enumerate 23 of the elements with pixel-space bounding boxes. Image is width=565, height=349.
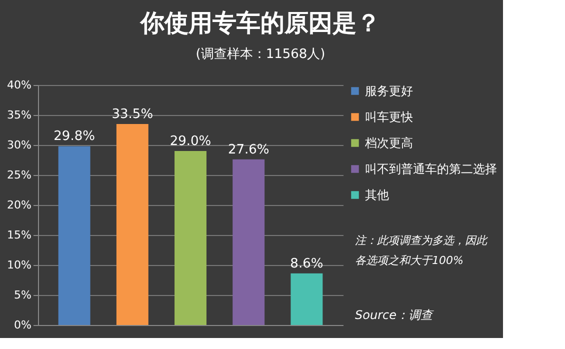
y-tick-label: 25% [7, 168, 32, 182]
data-label: 27.6% [228, 142, 270, 158]
chart-subtitle: (调查样本：11568人) [196, 47, 326, 62]
data-label: 29.8% [54, 129, 95, 144]
y-tick-label: 10% [7, 258, 32, 272]
y-tick-label: 0% [14, 318, 32, 332]
data-label: 29.0% [170, 134, 212, 149]
y-tick-label: 40% [7, 78, 32, 92]
y-tick-label: 20% [7, 198, 32, 212]
y-tick-label: 30% [7, 138, 32, 152]
legend-label: 其他 [365, 188, 389, 202]
text: 注：此项调查为多选，因此各选项之和大于100% [355, 234, 488, 267]
legend-label: 叫不到普通车的第二选择 [365, 162, 497, 176]
legend-label: 服务更好 [365, 84, 413, 98]
y-tick-label: 35% [7, 108, 32, 122]
data-label: 8.6% [290, 256, 324, 272]
y-tick-label: 5% [14, 288, 32, 302]
data-label: 33.5% [112, 107, 154, 122]
y-tick-label: 15% [7, 228, 32, 242]
legend-label: 叫车更快 [365, 110, 413, 124]
source-note: Source：调查 [355, 308, 434, 322]
chart-title: 你使用专车的原因是？ [140, 9, 380, 37]
legend-label: 档次更高 [364, 136, 413, 150]
